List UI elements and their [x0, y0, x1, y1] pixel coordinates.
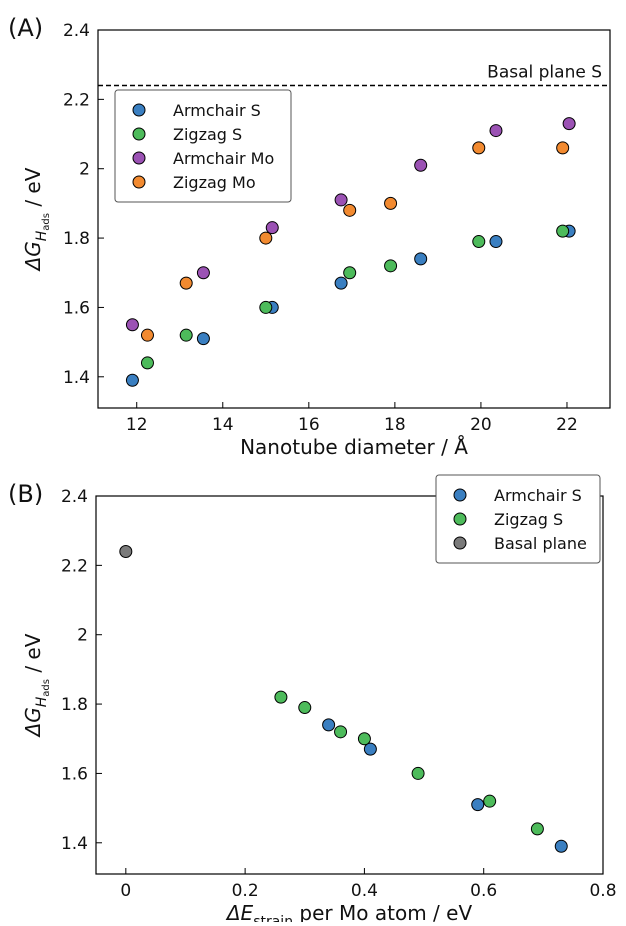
y-axis-label: ΔGHads / eV [21, 167, 52, 272]
point [140, 328, 154, 342]
legend-label: Zigzag S [494, 510, 563, 529]
y-tick-label: 1.8 [61, 695, 88, 715]
point [562, 117, 576, 131]
y-label-subsub: ads [41, 679, 52, 697]
y-tick-label: 1.4 [61, 834, 88, 854]
panel-label: (B) [8, 480, 43, 508]
legend-marker [132, 103, 146, 117]
point [384, 196, 398, 210]
y-tick-label: 1.8 [63, 229, 90, 249]
point [489, 124, 503, 138]
x-tick-label: 14 [212, 415, 234, 435]
point [357, 732, 371, 746]
y-label-sub: H [34, 230, 50, 241]
point [196, 266, 210, 280]
point [119, 544, 133, 558]
point [489, 235, 503, 249]
y-tick-label: 1.6 [63, 298, 90, 318]
plot-frame [97, 29, 611, 409]
x-tick-label: 0 [120, 881, 131, 901]
legend-label: Zigzag S [173, 125, 242, 144]
legend-marker [132, 127, 146, 141]
point [334, 276, 348, 290]
y-label-unit: / eV [21, 167, 45, 213]
y-label-main: ΔG [21, 241, 45, 272]
x-tick-label: 0.2 [232, 881, 259, 901]
legend-marker [453, 488, 467, 502]
legend-marker [453, 536, 467, 550]
x-tick-label: 22 [556, 415, 578, 435]
point [259, 300, 273, 314]
y-tick-label: 1.4 [63, 368, 90, 388]
y-tick-label: 2 [79, 160, 90, 180]
point [472, 141, 486, 155]
x-axis-label: ΔEstrain per Mo atom / eV [225, 901, 473, 922]
legend-marker [132, 151, 146, 165]
legend-marker [132, 175, 146, 189]
point [179, 276, 193, 290]
y-tick-label: 2.4 [61, 487, 88, 507]
point [298, 701, 312, 715]
legend-box [435, 474, 601, 564]
point [530, 822, 544, 836]
point [483, 794, 497, 808]
x-tick-label: 0.4 [351, 881, 378, 901]
y-label-unit: / eV [21, 633, 45, 679]
point [140, 356, 154, 370]
x-label-sub: strain [253, 914, 293, 922]
point [343, 266, 357, 280]
point [554, 839, 568, 853]
x-tick-label: 0.8 [589, 881, 616, 901]
legend-label: Armchair S [173, 101, 261, 120]
legend-label: Armchair S [494, 486, 582, 505]
point [334, 725, 348, 739]
legend-label: Zigzag Mo [173, 173, 256, 192]
legend-label: Armchair Mo [173, 149, 274, 168]
point [556, 224, 570, 238]
point [471, 798, 485, 812]
point [265, 221, 279, 235]
point [196, 332, 210, 346]
y-tick-label: 2.2 [63, 90, 90, 110]
point [556, 141, 570, 155]
plot-frame [95, 495, 604, 875]
point [472, 235, 486, 249]
panel-label: (A) [8, 14, 43, 42]
point [343, 203, 357, 217]
point [322, 718, 336, 732]
point [334, 193, 348, 207]
x-tick-label: 20 [470, 415, 492, 435]
x-label-rest: per Mo atom / eV [293, 901, 472, 922]
y-tick-label: 1.6 [61, 764, 88, 784]
x-label-main: ΔE [225, 901, 254, 922]
y-label-subsub: ads [41, 213, 52, 231]
reference-label: Basal plane S [487, 62, 602, 82]
y-label-sub: H [34, 696, 50, 707]
x-tick-label: 16 [298, 415, 320, 435]
point [363, 742, 377, 756]
point [179, 328, 193, 342]
point [259, 231, 273, 245]
legend-label: Basal plane [494, 534, 587, 553]
point [125, 318, 139, 332]
y-label-main: ΔG [21, 707, 45, 738]
legend-box [114, 89, 292, 203]
x-tick-label: 18 [384, 415, 406, 435]
x-axis-label: Nanotube diameter / Å [240, 435, 468, 459]
point [274, 690, 288, 704]
x-tick-label: 0.6 [470, 881, 497, 901]
point [125, 373, 139, 387]
point [414, 252, 428, 266]
y-tick-label: 2.2 [61, 556, 88, 576]
y-axis-label: ΔGHads / eV [21, 633, 52, 738]
point [414, 158, 428, 172]
y-tick-label: 2 [77, 626, 88, 646]
point [384, 259, 398, 273]
y-tick-label: 2.4 [63, 21, 90, 41]
point [411, 766, 425, 780]
x-tick-label: 12 [126, 415, 148, 435]
legend-marker [453, 512, 467, 526]
